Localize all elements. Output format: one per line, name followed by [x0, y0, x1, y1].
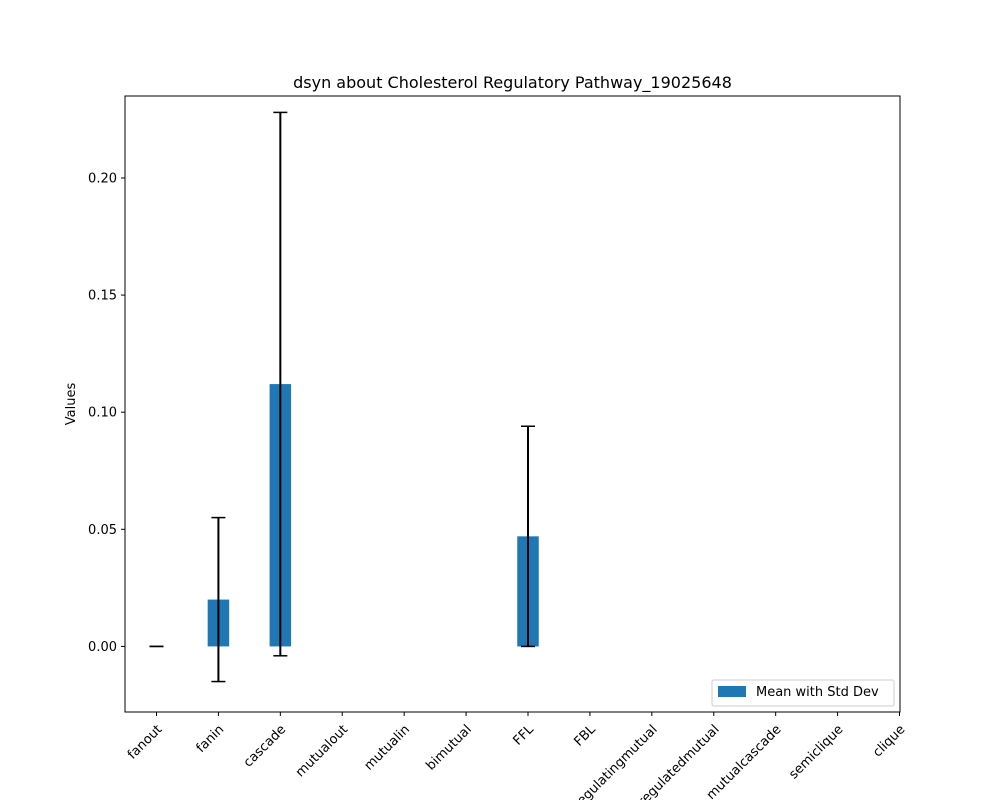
x-tick-label: mutualin [362, 722, 413, 773]
x-tick-label: clique [870, 722, 908, 760]
x-tick-label: FFL [511, 722, 538, 749]
x-tick-label: semiclique [786, 722, 846, 782]
chart-title: dsyn about Cholesterol Regulatory Pathwa… [293, 73, 732, 93]
y-tick-label: 0.05 [88, 523, 117, 538]
y-axis-label: Values [64, 383, 79, 426]
y-tick-label: 0.10 [88, 406, 117, 421]
x-tick-label: bimutual [424, 722, 475, 773]
axes-frame [124, 95, 901, 713]
x-tick-label: cascade [241, 722, 289, 770]
x-tick-label: fanout [125, 722, 165, 762]
y-tick-label: 0.15 [88, 289, 117, 304]
legend-swatch [718, 686, 746, 697]
x-tick-label: FBL [571, 722, 599, 750]
y-tick-label: 0.00 [88, 640, 117, 655]
y-tick-label: 0.20 [88, 171, 117, 186]
x-tick-label: mutualout [293, 722, 351, 780]
legend-box [711, 679, 895, 707]
legend-label: Mean with Std Dev [756, 685, 879, 700]
legend: Mean with Std Dev [711, 679, 895, 707]
x-tick-label: fanin [194, 722, 228, 756]
